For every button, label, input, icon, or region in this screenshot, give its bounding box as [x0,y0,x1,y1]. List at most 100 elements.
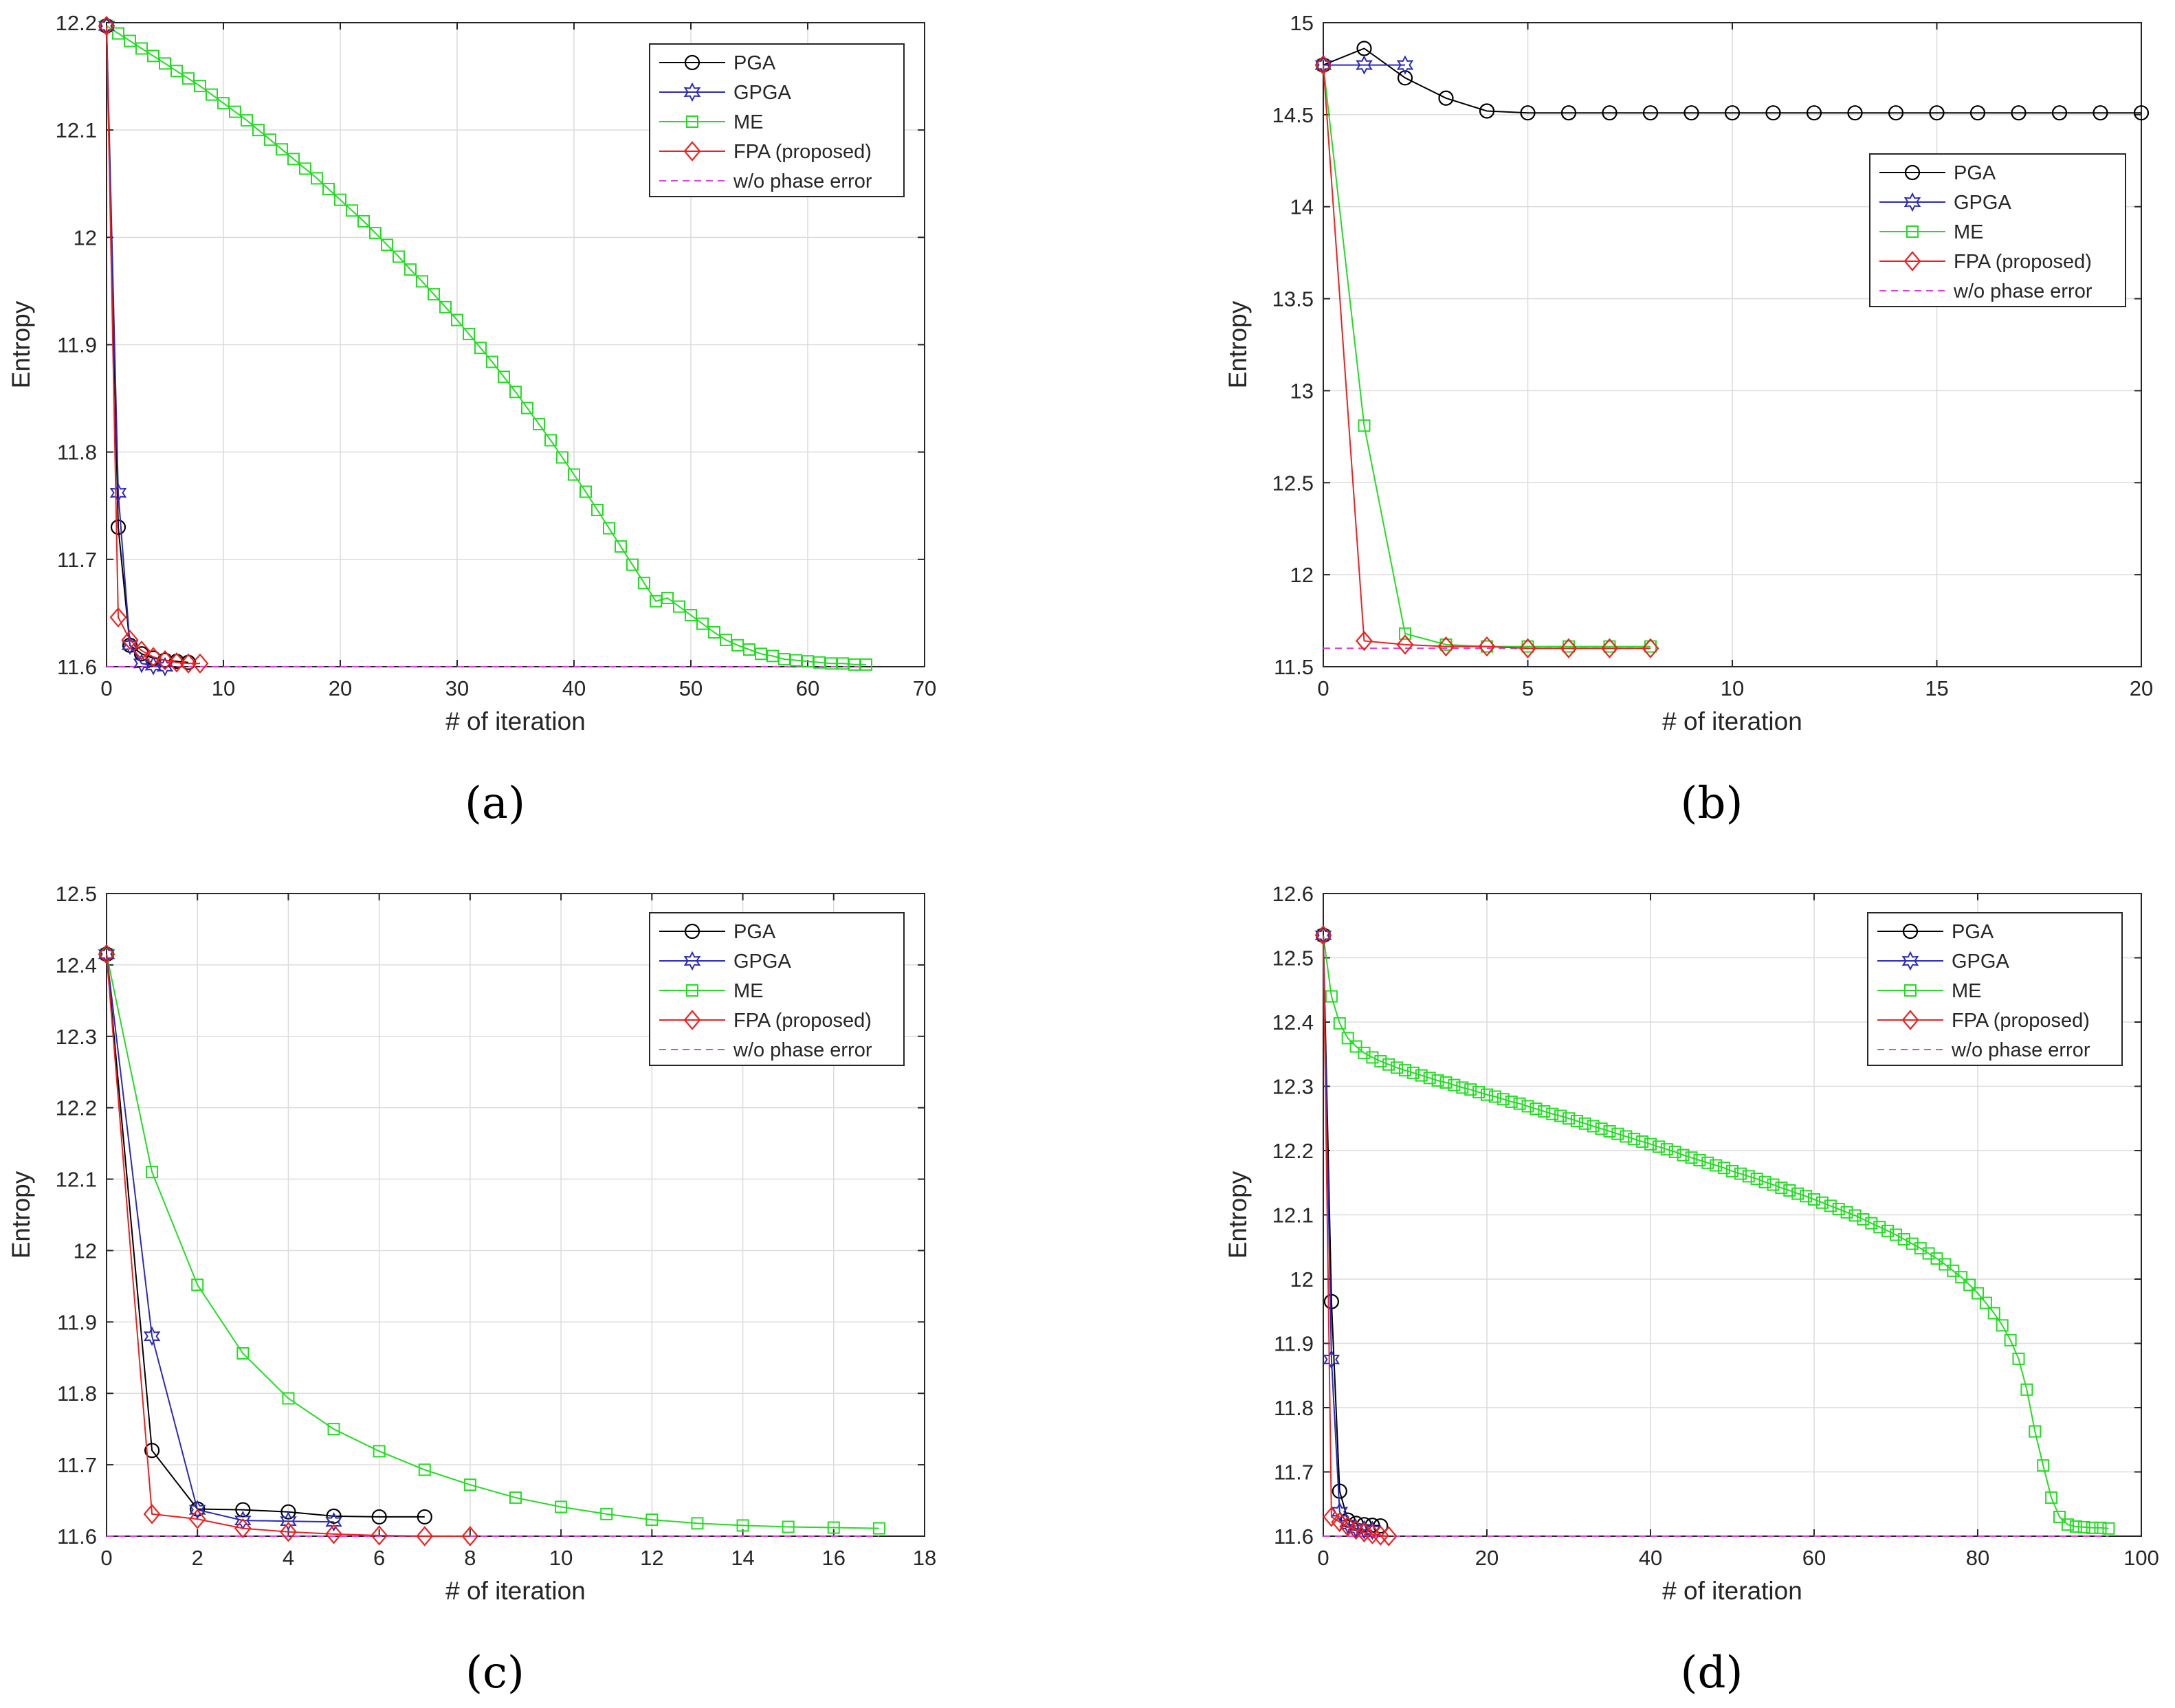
legend-label: ME [733,111,764,133]
x-tick-label: 0 [1317,1546,1329,1570]
ticks: 0 2 4 6 8 10 12 14 16 18 11.6 11.7 11.8 11.9 12 12.1 12.… [56,882,937,1570]
data-point-me [691,1517,704,1530]
data-point-me [782,1520,795,1533]
legend-marker [686,115,698,128]
data-point-me [124,34,136,47]
series-layer [1314,41,2150,658]
data-point-me [191,1278,204,1291]
data-point-me [357,214,370,228]
data-point-me [1726,1164,1738,1177]
x-tick-label: 2 [192,1546,203,1570]
data-point-me [1824,1199,1837,1212]
data-point-me [860,658,872,671]
x-tick-label: 0 [100,676,112,700]
y-axis-label: Entropy [7,300,35,388]
data-point-gpga [133,654,151,674]
data-point-me [474,342,487,355]
data-point-me [1530,1102,1543,1116]
legend-item-pga: PGA [1879,162,1996,184]
data-point-me [1972,1287,1984,1300]
data-point-me [1939,1258,1952,1271]
series-fpa-proposed [98,944,479,1546]
series-line-me [106,25,866,665]
data-point-gpga [109,483,127,503]
y-tick-label: 12.1 [1272,1204,1314,1228]
data-point-me [2004,1333,2017,1346]
data-point-me [1570,1114,1583,1127]
data-point-me [708,626,720,639]
data-point-me [626,558,639,571]
data-point-me [509,386,522,399]
data-point-me [369,227,382,240]
data-point-fpa-proposed [156,650,174,671]
data-point-me [1742,1170,1755,1183]
series-gpga [1314,55,1414,75]
data-point-pga [1323,1294,1340,1309]
data-point-fpa-proposed [121,630,139,650]
data-point-gpga [188,1500,206,1520]
data-point-me [393,250,405,263]
y-tick-label: 12.2 [1272,1139,1314,1163]
data-point-me [1399,1064,1411,1077]
data-point-me [327,1423,340,1436]
legend-item-fpa-proposed: FPA (proposed) [1879,251,2092,273]
data-point-fpa-proposed [179,653,197,674]
data-point-pga [235,1502,251,1518]
series-pga [1315,41,2150,121]
series-me [100,19,872,671]
data-point-pga [1888,105,1904,121]
data-point-me [416,275,428,288]
legend-marker [683,141,701,162]
y-tick-label: 11.9 [1274,1332,1314,1356]
data-point-fpa-proposed [133,640,151,661]
legend-label: PGA [1952,921,1994,943]
legend-marker [686,984,698,997]
legend-marker [1904,984,1917,997]
data-point-me [264,133,276,146]
data-point-fpa-proposed [416,1526,434,1546]
data-point-me [1897,1233,1910,1246]
data-point-me [1775,1182,1788,1195]
y-tick-label: 12.6 [1272,882,1314,906]
data-point-me [1382,1058,1395,1071]
data-point-me [381,239,393,252]
data-point-gpga [144,656,162,676]
data-point-pga [1683,105,1699,121]
data-point-me [1448,1078,1461,1091]
data-point-me [1325,990,1338,1003]
legend-marker [683,82,701,102]
data-point-me [1890,1228,1902,1241]
x-tick-label: 18 [913,1546,936,1570]
data-point-fpa-proposed [168,652,186,673]
data-point-me [1333,1017,1346,1030]
legend-item-fpa-proposed: FPA (proposed) [659,1010,872,1032]
data-point-me [685,609,697,622]
y-tick-label: 11.7 [1274,1461,1314,1485]
data-point-me [1652,1140,1665,1153]
data-point-me [428,288,440,301]
data-point-me [1620,1130,1633,1143]
y-tick-label: 12.5 [1272,946,1314,971]
y-tick-label: 11.7 [57,1453,97,1477]
data-point-me [206,88,218,101]
y-tick-label: 12.1 [56,118,97,142]
y-tick-label: 12.3 [56,1025,97,1049]
data-point-me [135,42,148,55]
data-point-me [1505,1095,1518,1108]
y-tick-label: 13.5 [1272,287,1314,311]
y-tick-label: 11.6 [57,1524,97,1549]
x-axis-label: # of iteration [1662,707,1802,735]
data-point-me [1832,1203,1845,1216]
data-point-pga [280,1504,296,1520]
data-point-me [533,418,545,431]
data-point-fpa-proposed [143,1504,161,1524]
series-layer [98,15,872,677]
data-point-pga [2093,105,2108,121]
legend-item-gpga: GPGA [659,951,791,973]
data-point-me [661,592,674,605]
data-point-me [603,522,615,535]
data-point-fpa-proposed [98,15,115,36]
data-point-pga [1765,105,1781,121]
data-point-pga [1438,90,1454,106]
data-point-me [373,1445,386,1458]
